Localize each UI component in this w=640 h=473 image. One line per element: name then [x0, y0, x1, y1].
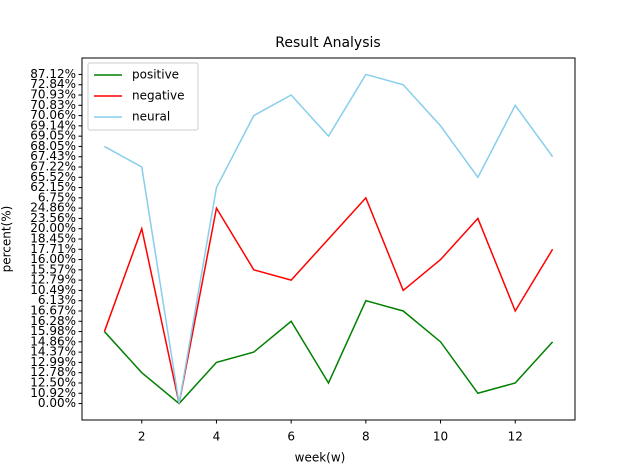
x-tick-label: 10 [433, 430, 448, 444]
y-tick-label: 15.98% [30, 324, 76, 338]
y-tick-label: 15.57% [30, 262, 76, 276]
y-tick-label: 16.00% [30, 252, 76, 266]
y-tick-label: 16.67% [30, 303, 76, 317]
y-axis-label: percent(%) [0, 206, 14, 273]
x-tick-label: 4 [213, 430, 221, 444]
y-tick-label: 67.43% [30, 149, 76, 163]
y-tick-label: 65.52% [30, 170, 76, 184]
y-tick-label: 12.99% [30, 355, 76, 369]
y-tick-label: 16.28% [30, 314, 76, 328]
y-tick-label: 6.13% [38, 293, 76, 307]
y-tick-label: 69.05% [30, 129, 76, 143]
y-tick-label: 87.12% [30, 67, 76, 81]
y-tick-label: 69.14% [30, 118, 76, 132]
y-tick-label: 70.93% [30, 88, 76, 102]
legend-label: neural [132, 110, 170, 124]
y-tick-label: 23.56% [30, 211, 76, 225]
chart-title: Result Analysis [275, 35, 380, 51]
y-tick-label: 12.79% [30, 273, 76, 287]
y-tick-label: 62.15% [30, 180, 76, 194]
y-tick-label: 12.78% [30, 365, 76, 379]
y-tick-label: 0.00% [38, 396, 76, 410]
y-tick-label: 14.37% [30, 345, 76, 359]
y-tick-label: 70.83% [30, 98, 76, 112]
y-tick-label: 10.49% [30, 283, 76, 297]
y-tick-label: 20.00% [30, 221, 76, 235]
y-tick-label: 70.06% [30, 108, 76, 122]
y-tick-label: 24.86% [30, 201, 76, 215]
legend-label: positive [132, 68, 179, 82]
y-tick-label: 18.45% [30, 232, 76, 246]
y-tick-label: 10.92% [30, 386, 76, 400]
x-tick-label: 2 [138, 430, 146, 444]
legend-box [87, 62, 199, 131]
y-tick-label: 67.22% [30, 160, 76, 174]
y-tick-label: 6.75% [38, 190, 76, 204]
legend-label: negative [132, 89, 184, 103]
series-line [104, 73, 554, 404]
x-tick-label: 8 [362, 430, 370, 444]
plot-frame [81, 57, 576, 421]
x-tick-label: 12 [508, 430, 523, 444]
y-tick-label: 17.71% [30, 242, 76, 256]
y-tick-label: 72.84% [30, 77, 76, 91]
y-tick-label: 68.05% [30, 139, 76, 153]
y-tick-label: 12.50% [30, 375, 76, 389]
x-tick-label: 6 [287, 430, 295, 444]
y-tick-label: 14.86% [30, 334, 76, 348]
x-axis-label: week(w) [295, 451, 346, 465]
